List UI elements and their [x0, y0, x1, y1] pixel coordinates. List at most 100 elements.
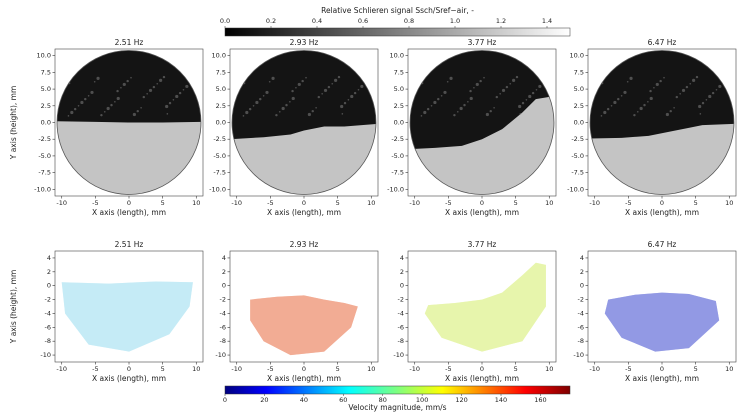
bubble [262, 94, 265, 97]
bubble [242, 115, 245, 117]
bubble [446, 80, 449, 83]
x-tick-label: 0 [127, 365, 131, 373]
x-tick-label: -10 [56, 365, 67, 373]
x-tick-label: -10 [589, 365, 600, 373]
colorbar-tick-label: 1.4 [542, 17, 552, 25]
colorbar-label: Velocity magnitude, mm/s [348, 403, 446, 412]
bubble [307, 112, 311, 117]
bubble [535, 88, 538, 91]
x-tick-label: 5 [514, 365, 518, 373]
colorbar-tick-label: 140 [495, 396, 507, 404]
x-tick-label: 0 [480, 199, 484, 207]
y-tick-label: 0 [580, 282, 584, 290]
gas-region [410, 50, 554, 150]
bubble [73, 107, 77, 111]
bubble [321, 92, 323, 95]
bubble [509, 82, 512, 85]
bubble [495, 95, 498, 99]
x-axis-label: X axis (length), mm [92, 374, 166, 383]
y-tick-label: -5.0 [213, 152, 226, 160]
y-tick-label: -4 [398, 309, 404, 317]
bubble [663, 76, 665, 79]
bubble [512, 78, 516, 83]
bubble [165, 104, 169, 109]
y-tick-label: -7.5 [38, 169, 51, 177]
colorbar-tick-label: 60 [339, 396, 347, 404]
x-tick-label: 10 [367, 199, 375, 207]
bubble [162, 75, 166, 79]
panel-title: 2.51 Hz [115, 240, 144, 249]
x-tick-label: -10 [409, 199, 420, 207]
bubble [420, 115, 423, 117]
rim [589, 50, 735, 195]
bubble [148, 88, 153, 93]
schlieren-image [410, 50, 554, 195]
bubble [643, 103, 646, 107]
x-tick-label: 0 [480, 365, 484, 373]
y-tick-label: 0.0 [574, 119, 584, 127]
velocity-vectors [61, 281, 193, 352]
bubble [483, 76, 485, 79]
y-tick-label: 0.0 [394, 119, 404, 127]
y-tick-label: -2.5 [213, 135, 226, 143]
bubble [437, 97, 440, 101]
bubble [653, 86, 655, 89]
schlieren-image [57, 50, 201, 195]
panel-title: 6.47 Hz [648, 38, 677, 47]
schlieren-image [590, 50, 734, 195]
y-tick-label: 7.5 [216, 68, 226, 76]
y-tick-label: -6 [45, 323, 51, 331]
bubble [453, 113, 456, 117]
bubble [252, 104, 255, 107]
bubble [122, 82, 126, 87]
bubble [70, 110, 74, 115]
y-tick-label: -4 [578, 309, 584, 317]
bubble [291, 89, 294, 93]
x-tick-label: 0 [302, 365, 306, 373]
x-axis-label: X axis (length), mm [445, 374, 519, 383]
bubble [518, 104, 522, 109]
y-tick-label: -10 [573, 351, 584, 359]
colorbar-tick-label: 20 [260, 396, 268, 404]
bubble [289, 100, 291, 103]
bubble [182, 88, 185, 91]
y-tick-label: -5.0 [38, 152, 51, 160]
x-tick-label: 5 [161, 199, 165, 207]
y-tick-label: -8 [398, 337, 404, 345]
panel-title: 2.93 Hz [290, 38, 319, 47]
x-tick-label: 10 [545, 199, 553, 207]
bubble [315, 107, 317, 109]
bubble [271, 76, 275, 80]
bubble [245, 110, 249, 115]
y-tick-label: 5.0 [41, 85, 51, 93]
bubble [673, 107, 675, 109]
panel: 6.47 Hz -10 -5 0 5 10 4 2 0 -2 -4 -6 -8 -10 X axis (le… [573, 240, 737, 383]
bubble [705, 98, 708, 101]
x-axis-label: X axis (length), mm [267, 374, 341, 383]
y-tick-label: -2 [220, 296, 226, 304]
panel-title: 3.77 Hz [468, 240, 497, 249]
x-tick-label: -10 [56, 199, 67, 207]
bubble [96, 76, 100, 80]
bubble [93, 80, 96, 83]
y-tick-label: -10 [40, 351, 51, 359]
bubble [305, 76, 307, 79]
bubble [649, 96, 653, 101]
y-tick-label: 0.0 [216, 119, 226, 127]
y-tick-label: 5.0 [394, 85, 404, 93]
bubble [459, 106, 463, 111]
y-tick-label: -6 [578, 323, 584, 331]
bubble [443, 90, 447, 95]
bubble [90, 90, 94, 95]
x-tick-label: 10 [725, 365, 733, 373]
y-tick-label: 0 [400, 282, 404, 290]
y-tick-label: -4 [45, 309, 51, 317]
bubble [426, 107, 430, 111]
bubble [337, 75, 341, 79]
bubble [519, 113, 522, 115]
bubble [433, 100, 437, 105]
bubble [80, 100, 84, 105]
x-tick-label: 5 [514, 199, 518, 207]
x-tick-label: -5 [92, 365, 98, 373]
bubble [485, 112, 489, 117]
